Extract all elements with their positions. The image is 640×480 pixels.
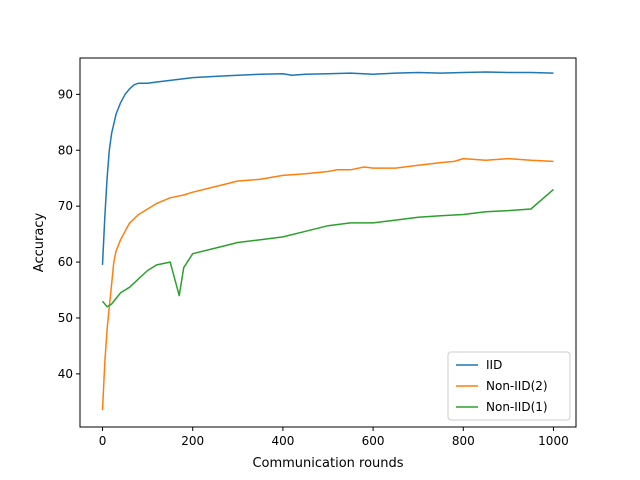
y-tick-label: 90 [58,87,73,101]
series-line-non-iid-1 [101,188,554,308]
legend: IID Non-IID(2) Non-IID(1) [447,351,571,421]
legend-box [447,351,571,421]
y-tick-label: 80 [58,143,73,157]
axis-ticks: 0 200 400 600 800 1000 40 50 60 70 80 90 [58,87,569,448]
x-tick-label: 200 [181,434,204,448]
series-line-iid [101,71,554,265]
y-tick-label: 60 [58,255,73,269]
x-tick-label: 1000 [538,434,569,448]
legend-label: IID [486,358,502,372]
y-tick-label: 50 [58,311,73,325]
y-axis-label: Accuracy [32,213,47,273]
series-line-non-iid-2 [101,157,554,411]
series-lines [101,71,554,411]
legend-label: Non-IID(2) [486,379,548,393]
plot-frame [79,57,577,428]
x-tick-label: 800 [452,434,475,448]
y-tick-label: 70 [58,199,73,213]
x-tick-label: 0 [99,434,107,448]
x-tick-label: 600 [362,434,385,448]
x-tick-label: 400 [271,434,294,448]
x-axis-label: Communication rounds [252,456,403,471]
y-tick-label: 40 [58,367,73,381]
legend-label: Non-IID(1) [486,400,548,414]
